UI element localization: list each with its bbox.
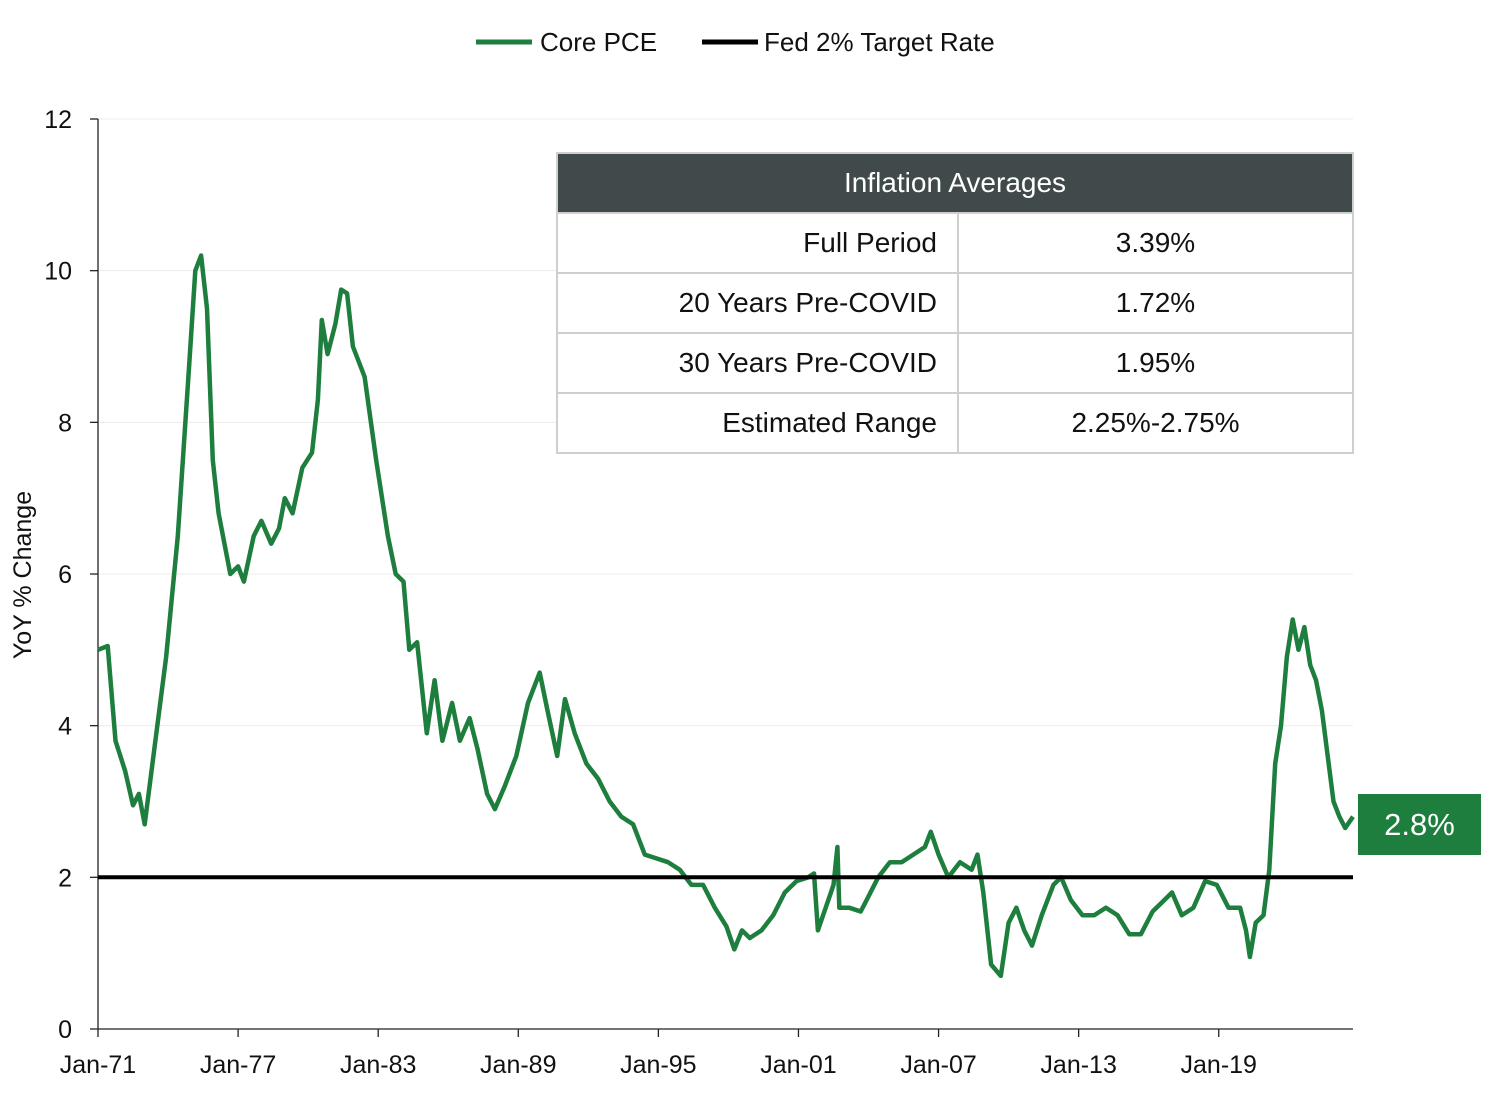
axes: 0 2 4 6 8 10 12 Jan-71 Jan-77 Jan-83 Jan-89 Jan-95 J… [44, 106, 1353, 1079]
y-axis-title: YoY % Change [9, 491, 37, 659]
table-row: Full Period 3.39% [556, 212, 1354, 274]
x-tick-label: Jan-95 [620, 1051, 696, 1079]
table-row-label: Full Period [556, 212, 959, 274]
y-tick-label: 2 [58, 864, 72, 892]
table-row-value: 1.72% [957, 272, 1354, 334]
legend: Core PCE Fed 2% Target Rate [476, 27, 995, 57]
table-row-value: 1.95% [957, 332, 1354, 394]
y-tick-label: 8 [58, 409, 72, 437]
table-row-label: 20 Years Pre-COVID [556, 272, 959, 334]
y-tick-label: 6 [58, 561, 72, 589]
x-tick-label: Jan-83 [340, 1051, 416, 1079]
table-row-value: 2.25%-2.75% [957, 392, 1354, 454]
legend-item-fed-target-label: Fed 2% Target Rate [764, 27, 995, 57]
table-row: 20 Years Pre-COVID 1.72% [556, 272, 1354, 334]
x-tick-label: Jan-19 [1181, 1051, 1257, 1079]
series-group [97, 253, 1355, 979]
table-row-label: 30 Years Pre-COVID [556, 332, 959, 394]
table-title: Inflation Averages [556, 152, 1354, 214]
table-header-row: Inflation Averages [556, 152, 1354, 214]
x-tick-label: Jan-01 [760, 1051, 836, 1079]
series-line-core-pce [97, 253, 1355, 979]
table-row: 30 Years Pre-COVID 1.95% [556, 332, 1354, 394]
x-tick-label: Jan-07 [900, 1051, 976, 1079]
table-row-label: Estimated Range [556, 392, 959, 454]
table-row-value: 3.39% [957, 212, 1354, 274]
y-tick-label: 0 [58, 1016, 72, 1044]
x-tick-label: Jan-71 [60, 1051, 136, 1079]
legend-item-core-pce-label: Core PCE [540, 27, 657, 57]
current-value-badge: 2.8% [1358, 794, 1481, 855]
y-tick-label: 4 [58, 713, 72, 741]
inflation-averages-table: Inflation Averages Full Period 3.39% 20 … [556, 152, 1354, 454]
table-row: Estimated Range 2.25%-2.75% [556, 392, 1354, 454]
x-tick-label: Jan-89 [480, 1051, 556, 1079]
x-tick-label: Jan-77 [200, 1051, 276, 1079]
y-tick-label: 10 [44, 258, 72, 286]
y-tick-label: 12 [44, 106, 72, 134]
x-tick-label: Jan-13 [1040, 1051, 1116, 1079]
